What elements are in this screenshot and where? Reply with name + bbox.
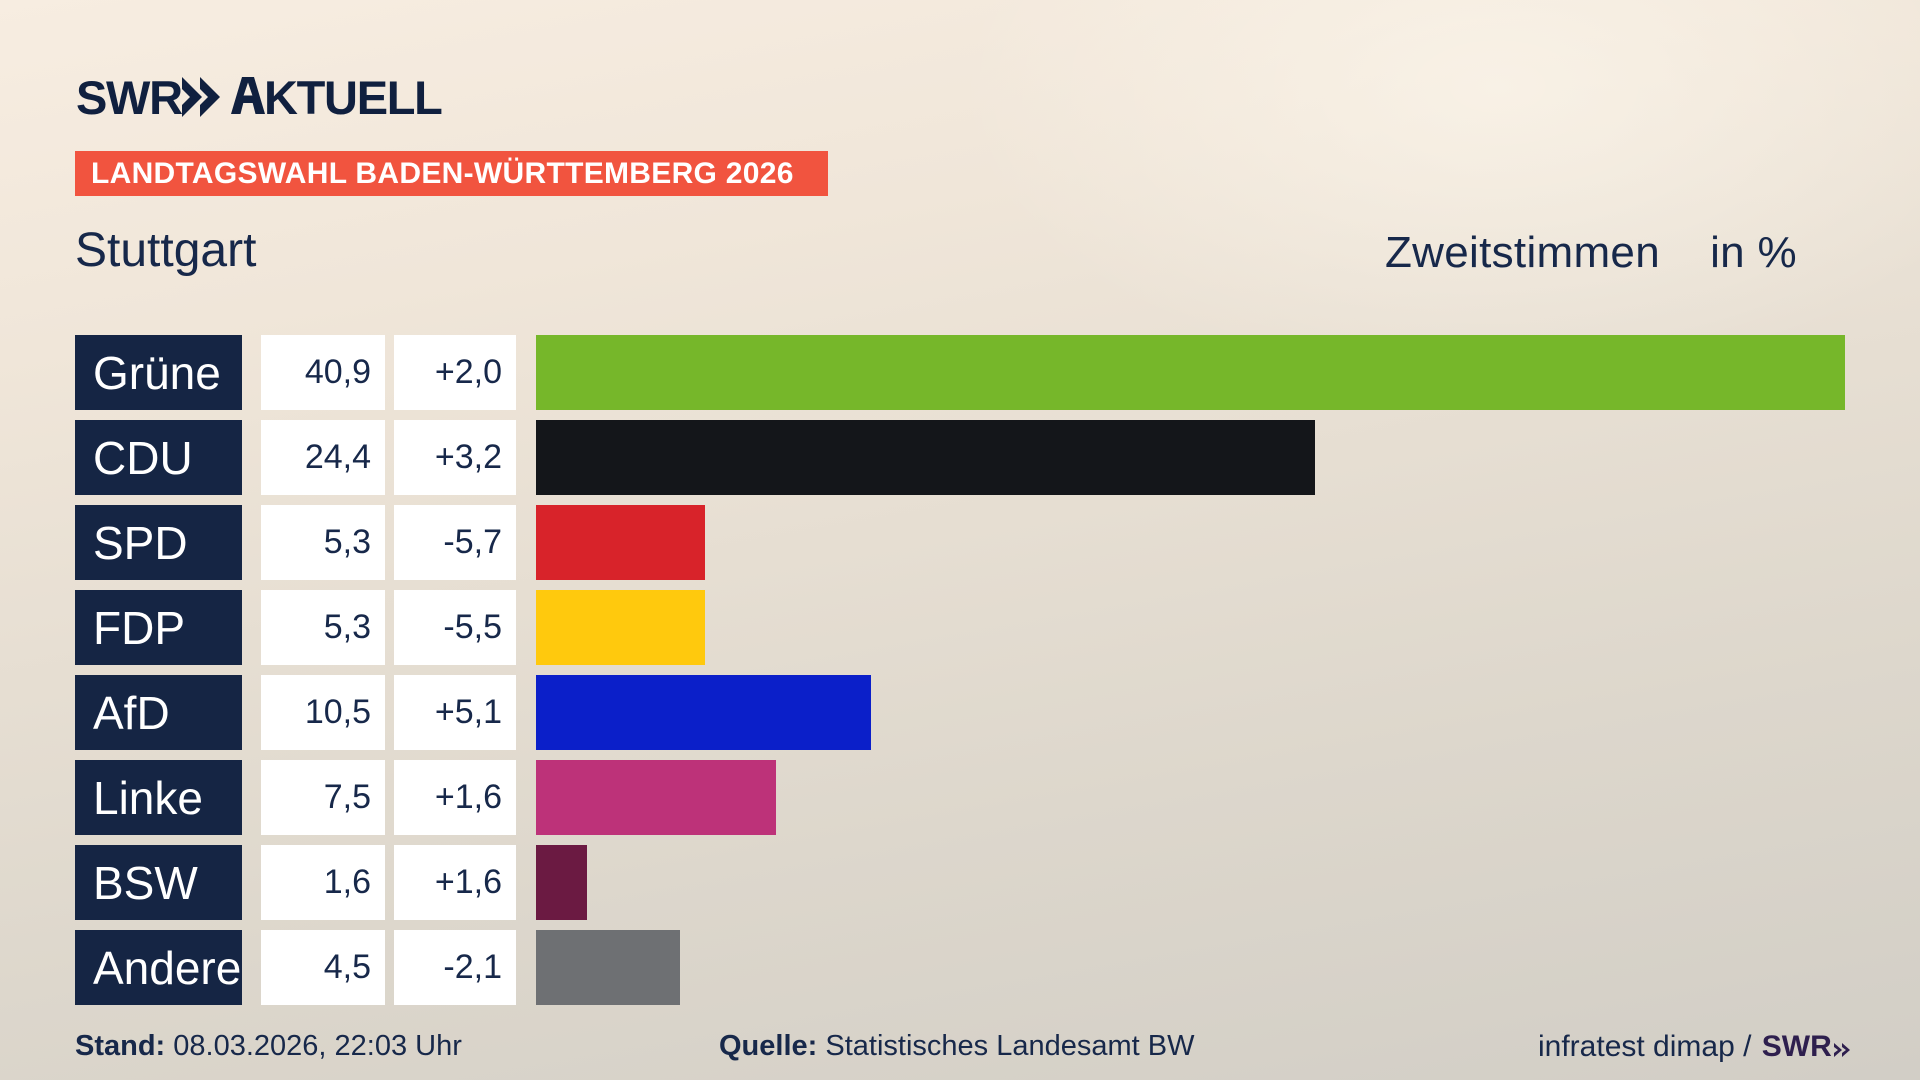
svg-text:KTUELL: KTUELL bbox=[264, 71, 442, 124]
svg-text:SWR: SWR bbox=[76, 71, 182, 124]
